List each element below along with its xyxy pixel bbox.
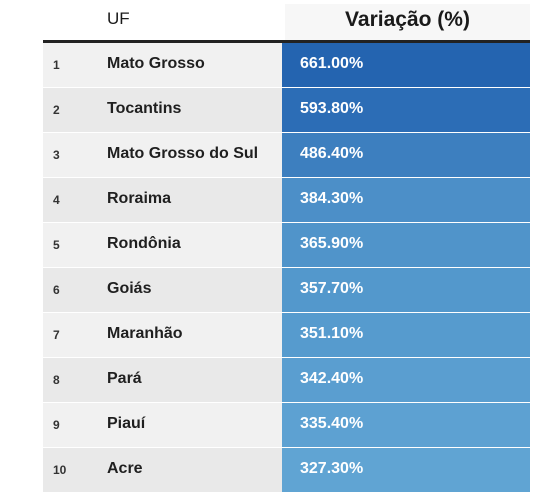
row-uf: Rondônia <box>107 235 181 252</box>
row-variacao: 357.70% <box>300 280 364 297</box>
row-uf: Goiás <box>107 280 152 297</box>
table-body: 1 Mato Grosso 661.00% 2 Tocantins 593.80… <box>43 43 530 493</box>
row-variacao-cell: 351.10% <box>282 313 530 357</box>
row-rank: 6 <box>53 283 60 297</box>
row-uf: Maranhão <box>107 325 183 342</box>
row-variacao-cell: 327.30% <box>282 448 530 492</box>
row-rank: 8 <box>53 373 60 387</box>
row-uf: Piauí <box>107 415 146 432</box>
row-variacao-cell: 365.90% <box>282 223 530 267</box>
row-variacao: 486.40% <box>300 145 364 162</box>
row-rank: 2 <box>53 103 60 117</box>
row-rank: 10 <box>53 463 67 477</box>
row-uf: Mato Grosso <box>107 55 205 72</box>
row-variacao: 593.80% <box>300 100 364 117</box>
row-variacao: 342.40% <box>300 370 364 387</box>
row-variacao-cell: 357.70% <box>282 268 530 312</box>
column-header-variacao[interactable]: Variação (%) <box>345 8 470 31</box>
row-uf: Mato Grosso do Sul <box>107 145 259 162</box>
table-row[interactable]: 3 Mato Grosso do Sul 486.40% <box>43 133 530 178</box>
row-uf: Acre <box>107 460 143 477</box>
row-rank: 1 <box>53 58 60 72</box>
column-header-uf[interactable]: UF <box>107 9 130 28</box>
row-rank: 4 <box>53 193 60 207</box>
row-variacao-cell: 593.80% <box>282 88 530 132</box>
table-row[interactable]: 2 Tocantins 593.80% <box>43 88 530 133</box>
row-rank: 7 <box>53 328 60 342</box>
row-variacao: 351.10% <box>300 325 364 342</box>
row-variacao-cell: 384.30% <box>282 178 530 222</box>
table-row[interactable]: 1 Mato Grosso 661.00% <box>43 43 530 88</box>
header-divider <box>43 40 530 43</box>
row-variacao: 365.90% <box>300 235 364 252</box>
column-header-variacao-background <box>285 4 530 40</box>
table-row[interactable]: 4 Roraima 384.30% <box>43 178 530 223</box>
table-row[interactable]: 8 Pará 342.40% <box>43 358 530 403</box>
table-row[interactable]: 6 Goiás 357.70% <box>43 268 530 313</box>
row-variacao-cell: 342.40% <box>282 358 530 402</box>
row-rank: 9 <box>53 418 60 432</box>
row-variacao-cell: 486.40% <box>282 133 530 177</box>
row-uf: Roraima <box>107 190 172 207</box>
row-rank: 3 <box>53 148 60 162</box>
row-variacao: 661.00% <box>300 55 364 72</box>
row-uf: Tocantins <box>107 100 182 117</box>
table-row[interactable]: 9 Piauí 335.40% <box>43 403 530 448</box>
row-variacao: 335.40% <box>300 415 364 432</box>
table-header: UF Variação (%) <box>0 0 545 43</box>
row-variacao-cell: 661.00% <box>282 43 530 87</box>
row-variacao: 327.30% <box>300 460 364 477</box>
table-row[interactable]: 5 Rondônia 365.90% <box>43 223 530 268</box>
table-row[interactable]: 7 Maranhão 351.10% <box>43 313 530 358</box>
row-uf: Pará <box>107 370 142 387</box>
table-row[interactable]: 10 Acre 327.30% <box>43 448 530 493</box>
row-rank: 5 <box>53 238 60 252</box>
row-variacao-cell: 335.40% <box>282 403 530 447</box>
row-variacao: 384.30% <box>300 190 364 207</box>
